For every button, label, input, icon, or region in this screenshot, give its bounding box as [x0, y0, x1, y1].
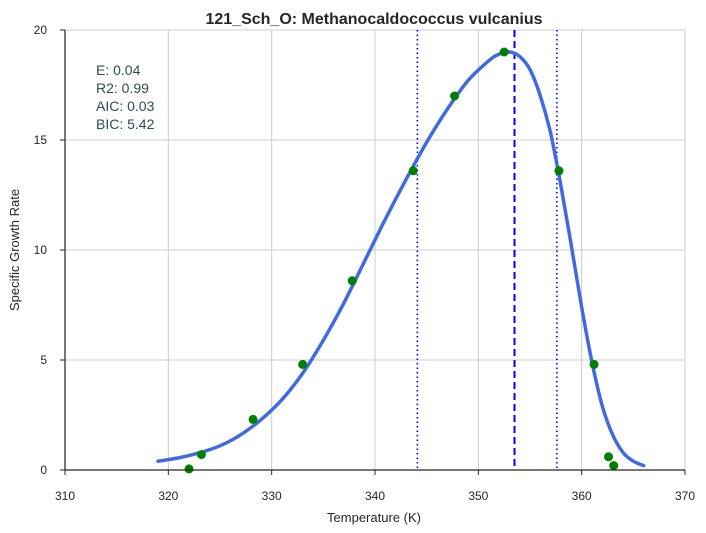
fit-statistic: AIC: 0.03 — [96, 98, 155, 114]
x-tick-label: 350 — [468, 489, 488, 503]
y-tick-label: 15 — [34, 133, 48, 147]
data-point — [499, 47, 509, 57]
reference-lines — [416, 30, 558, 470]
data-point — [554, 166, 564, 176]
fit-statistics: E: 0.04 R2: 0.99 AIC: 0.03 BIC: 5.42 — [96, 62, 155, 132]
y-tick-label: 0 — [40, 463, 47, 477]
chart-title: 121_Sch_O: Methanocaldococcus vulcanius — [205, 11, 542, 28]
x-axis-label: Temperature (K) — [327, 510, 421, 525]
observed-points — [184, 47, 619, 474]
x-tick-label: 360 — [572, 489, 592, 503]
fit-statistic: BIC: 5.42 — [96, 116, 155, 132]
data-point — [589, 359, 599, 369]
data-point — [298, 359, 308, 369]
x-tick-label: 370 — [675, 489, 695, 503]
axes — [60, 29, 686, 475]
x-tick-label: 330 — [262, 489, 282, 503]
fit-line — [156, 50, 646, 468]
y-axis-label: Specific Growth Rate — [7, 189, 22, 311]
data-point — [248, 414, 258, 424]
data-point — [347, 276, 357, 286]
data-point — [450, 91, 460, 101]
tick-labels: 310 320 330 340 350 360 370 0 5 10 15 20 — [34, 23, 696, 503]
data-point — [184, 464, 194, 474]
grid — [65, 29, 686, 470]
data-point — [609, 461, 619, 471]
data-point — [604, 452, 614, 462]
fit-statistic: E: 0.04 — [96, 62, 141, 78]
y-tick-label: 20 — [34, 23, 48, 37]
y-tick-label: 10 — [34, 243, 48, 257]
y-tick-label: 5 — [40, 353, 47, 367]
x-tick-label: 310 — [55, 489, 75, 503]
x-tick-label: 340 — [365, 489, 385, 503]
x-tick-label: 320 — [158, 489, 178, 503]
fit-statistic: R2: 0.99 — [96, 80, 149, 96]
data-point — [408, 166, 418, 176]
fit-curve — [156, 50, 646, 468]
data-point — [196, 450, 206, 460]
